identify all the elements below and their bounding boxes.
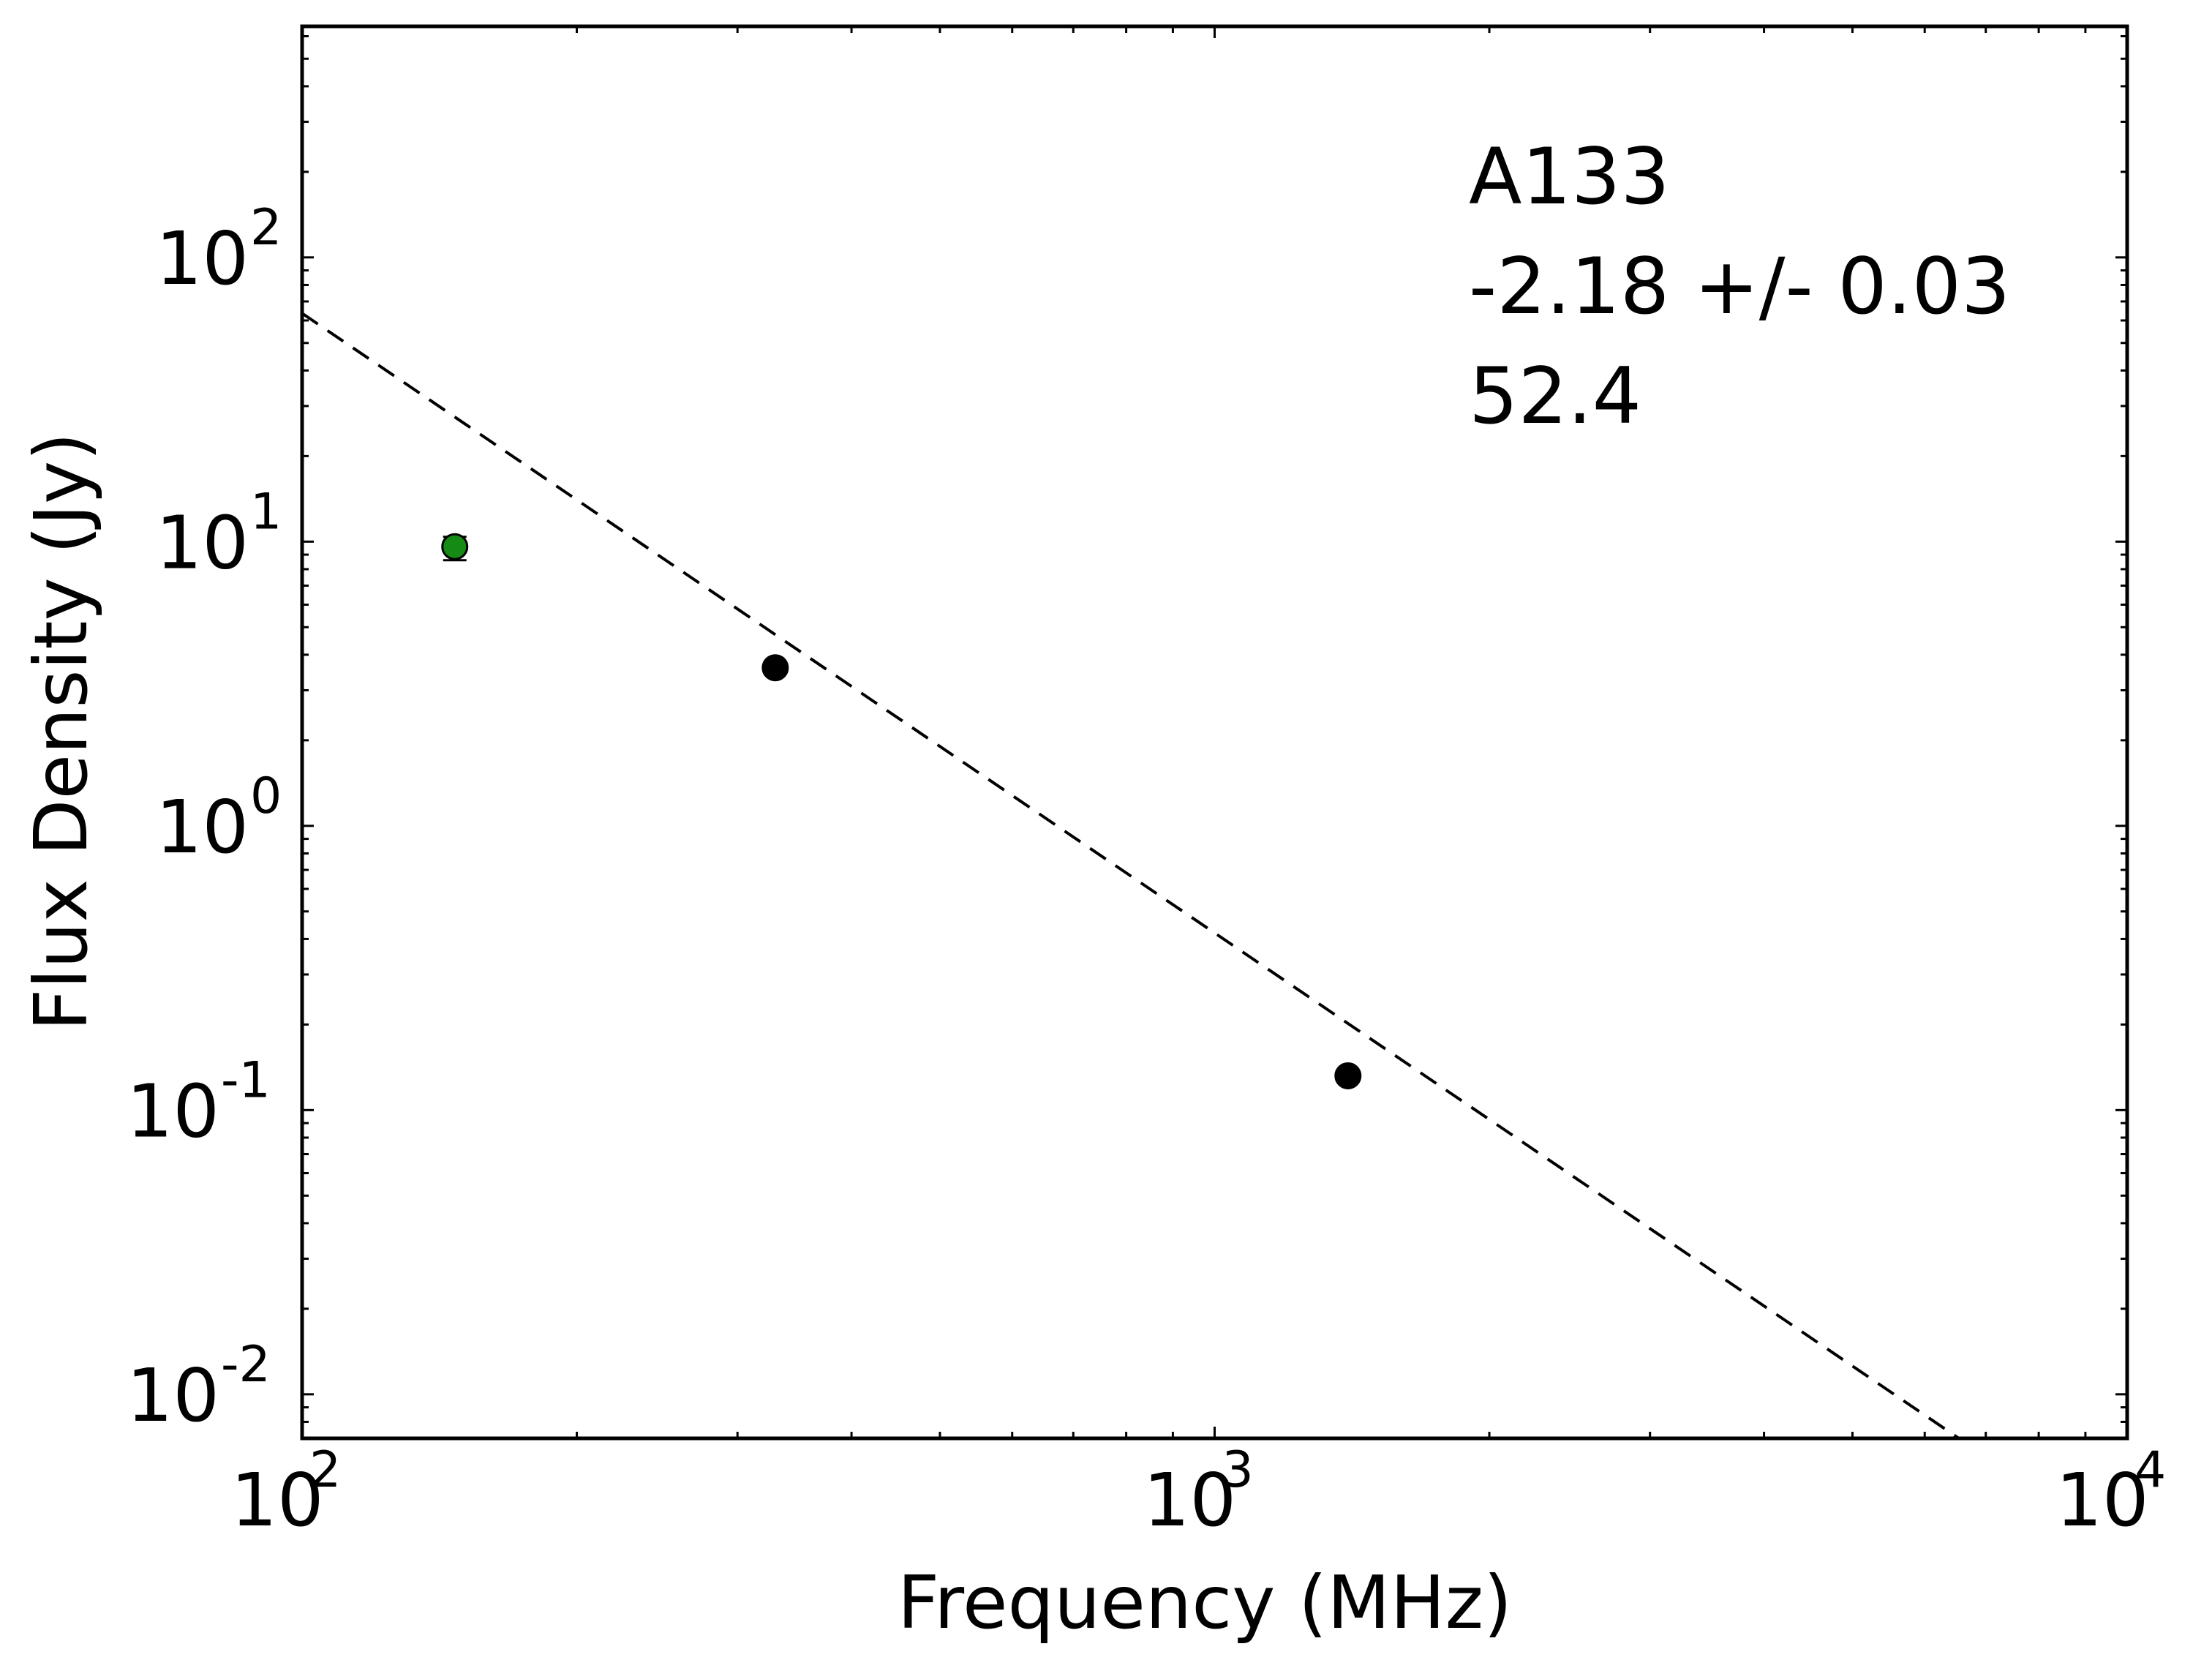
y-tick-label-exponent: -2 (221, 1336, 271, 1394)
tick-marks (301, 26, 2129, 1440)
annotation-text: A133 (1469, 132, 1670, 222)
y-tick-label: 10 (156, 784, 249, 870)
annotation-text: -2.18 +/- 0.03 (1469, 241, 2010, 331)
x-tick-label-exponent: 3 (1222, 1441, 1254, 1499)
y-tick-label: 10 (127, 1068, 219, 1154)
y-tick-label-exponent: -1 (221, 1051, 271, 1109)
y-tick-label: 10 (156, 500, 249, 585)
x-tick-label-exponent: 4 (2134, 1441, 2166, 1499)
plot-area (300, 24, 2129, 1441)
y-axis-label: Flux Density (Jy) (18, 432, 104, 1031)
annotation-block: A133 -2.18 +/- 0.03 52.4 (1469, 132, 2010, 441)
x-tick-label-base: 10 (1143, 1457, 1236, 1543)
x-tick-label-base: 10 (230, 1457, 323, 1543)
x-axis-label: Frequency (MHz) (898, 1560, 1512, 1645)
y-tick-label-exponent: 0 (250, 767, 282, 825)
y-tick-label-exponent: 1 (250, 483, 282, 541)
x-tick-label: 10 (1143, 1457, 1236, 1543)
x-tick-label: 10 (230, 1457, 323, 1543)
y-tick-label: 10 (156, 216, 249, 301)
x-tick-label-base: 10 (2055, 1457, 2148, 1543)
y-tick-label: 10 (127, 1353, 219, 1438)
data-layer (302, 312, 1962, 1438)
data-point-black (1334, 1062, 1362, 1089)
data-point-green (441, 533, 469, 560)
data-point-black (761, 654, 789, 682)
x-tick-label: 10 (2055, 1457, 2148, 1543)
annotation-text: 52.4 (1469, 351, 1641, 441)
axes-frame (300, 24, 2129, 1441)
fit-line (302, 312, 1962, 1438)
y-tick-label-exponent: 2 (250, 199, 282, 257)
x-tick-label-exponent: 2 (309, 1441, 341, 1499)
